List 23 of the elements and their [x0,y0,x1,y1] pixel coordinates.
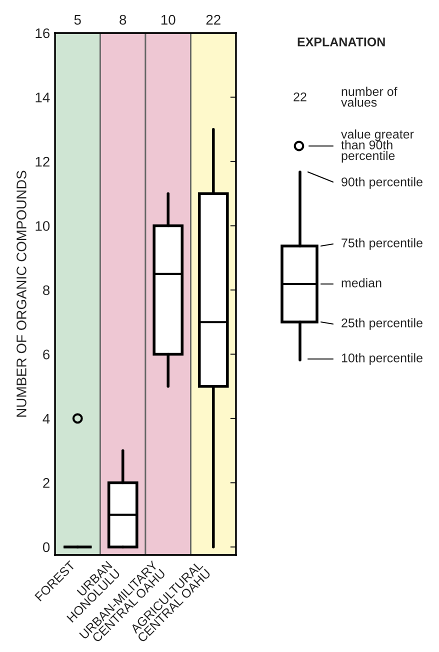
y-tick-label: 6 [43,350,50,360]
y-tick-label: 14 [36,92,50,102]
y-tick-label: 12 [36,156,50,167]
text: number of values [341,86,398,107]
text: 8 [120,14,126,25]
text: 90th percentile [342,177,422,189]
text: 25th percentile [342,318,422,330]
text: 10 [161,14,176,25]
y-axis-title: NUMBER OF ORGANIC COMPOUNDS [16,170,26,417]
y-tick-label: 8 [43,285,50,296]
y-tick-label: 16 [36,28,50,38]
text: EXPLANATION [298,38,385,46]
text: value greater than 90th percentile [341,129,414,163]
text: 22 [206,14,220,25]
text: 10th percentile [342,353,422,365]
y-tick-label: 4 [42,414,50,424]
text: median [342,278,382,288]
y-tick-label: 0 [42,542,50,552]
y-tick-label: 10 [36,221,50,231]
y-tick-label: 2 [43,478,50,488]
text: 22 [294,92,306,102]
text: 5 [74,15,81,25]
text: 75th percentile [342,238,422,250]
